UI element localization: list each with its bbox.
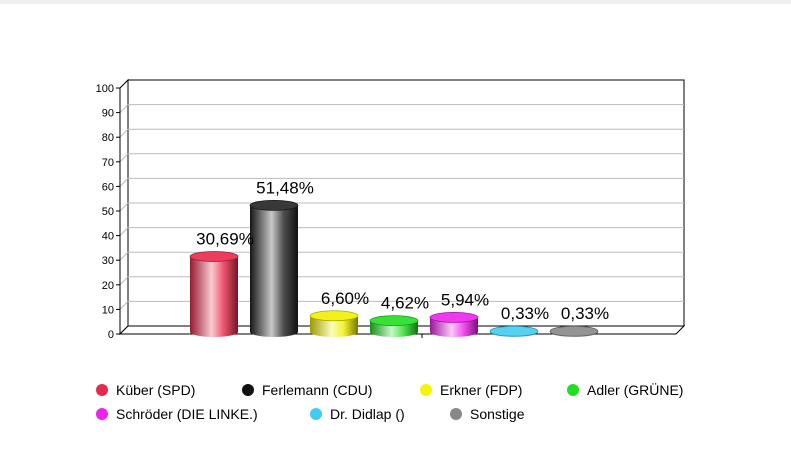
- legend-label: Adler (GRÜNE): [587, 382, 684, 398]
- legend-label: Sonstige: [470, 406, 525, 422]
- data-label: 4,62%: [381, 294, 429, 313]
- data-label: 30,69%: [196, 230, 254, 249]
- bar-cap: [549, 325, 599, 337]
- data-label: 0,33%: [501, 304, 549, 323]
- bar-cap: [489, 325, 539, 337]
- bar-cap: [309, 310, 359, 322]
- y-tick-label: 70: [102, 157, 114, 169]
- legend-label: Erkner (FDP): [440, 382, 523, 398]
- y-tick-label: 10: [102, 304, 114, 316]
- legend-label: Ferlemann (CDU): [262, 382, 373, 398]
- bar-cap: [369, 315, 419, 327]
- gridline-side: [119, 276, 129, 286]
- gridline-side: [119, 301, 129, 310]
- bar: [309, 310, 359, 337]
- bar-body: [370, 320, 418, 332]
- bar: [189, 251, 239, 337]
- bar-chart: 0 10 20 30 40 50 60 70 80 90 100 30,69% 51,48% 6,60%…: [96, 78, 686, 341]
- y-tick-label: 30: [102, 255, 114, 267]
- bar-base: [370, 327, 418, 337]
- bar: [369, 315, 419, 337]
- y-tick-label: 60: [102, 181, 114, 193]
- gridline-side: [119, 128, 129, 138]
- bar-base: [190, 327, 238, 337]
- legend-item-didlap: Dr. Didlap (): [310, 406, 450, 422]
- legend-marker: [96, 384, 108, 396]
- legend-label: Schröder (DIE LINKE.): [116, 406, 258, 422]
- y-tick-label: 90: [102, 108, 114, 120]
- legend-marker: [450, 408, 462, 420]
- legend-marker: [310, 408, 322, 420]
- legend-row: Küber (SPD) Ferlemann (CDU) Erkner (FDP)…: [96, 378, 756, 402]
- legend-marker: [96, 408, 108, 420]
- legend-marker: [420, 384, 432, 396]
- top-bar: [0, 0, 791, 4]
- gridline-side: [119, 153, 129, 163]
- gridline-side: [119, 178, 129, 187]
- chart-bars: [189, 199, 599, 337]
- legend-item-gruene: Adler (GRÜNE): [567, 382, 717, 398]
- bar-body: [190, 256, 238, 332]
- y-tick-label: 80: [102, 132, 114, 144]
- data-label: 6,60%: [321, 289, 369, 308]
- bar: [429, 311, 479, 337]
- bar-cap: [189, 251, 239, 262]
- legend-label: Küber (SPD): [116, 382, 196, 398]
- legend-item-fdp: Erkner (FDP): [420, 382, 567, 398]
- y-tick-label: 100: [96, 83, 114, 95]
- bar-body: [250, 205, 298, 332]
- chart-legend: Küber (SPD) Ferlemann (CDU) Erkner (FDP)…: [96, 378, 756, 426]
- gridline-side: [119, 227, 129, 236]
- legend-item-sonstige: Sonstige: [450, 406, 570, 422]
- bar-base: [250, 327, 298, 337]
- legend-item-linke: Schröder (DIE LINKE.): [96, 406, 310, 422]
- legend-item-cdu: Ferlemann (CDU): [242, 382, 420, 398]
- data-label: 0,33%: [561, 304, 609, 323]
- gridline-side: [119, 104, 129, 113]
- y-tick-label: 50: [102, 206, 114, 218]
- y-tick-label: 0: [108, 329, 114, 341]
- bar: [249, 199, 299, 337]
- data-label: 5,94%: [441, 290, 489, 309]
- legend-marker: [567, 384, 579, 396]
- legend-row: Schröder (DIE LINKE.) Dr. Didlap () Sons…: [96, 402, 756, 426]
- legend-label: Dr. Didlap (): [330, 406, 405, 422]
- bar-base: [430, 327, 478, 337]
- bar-cap: [249, 199, 299, 211]
- legend-item-spd: Küber (SPD): [96, 382, 242, 398]
- y-tick-label: 40: [102, 231, 114, 243]
- data-label: 51,48%: [256, 178, 314, 197]
- bar-cap: [429, 311, 479, 323]
- bar: [489, 325, 539, 337]
- bar: [549, 325, 599, 337]
- gridline-side: [119, 202, 129, 212]
- y-tick-label: 20: [102, 280, 114, 292]
- legend-marker: [242, 384, 254, 396]
- bar-base: [310, 327, 358, 337]
- chart-data-labels: 30,69% 51,48% 6,60% 4,62% 5,94% 0,33% 0,33%: [196, 178, 609, 323]
- gridline-side: [119, 251, 129, 261]
